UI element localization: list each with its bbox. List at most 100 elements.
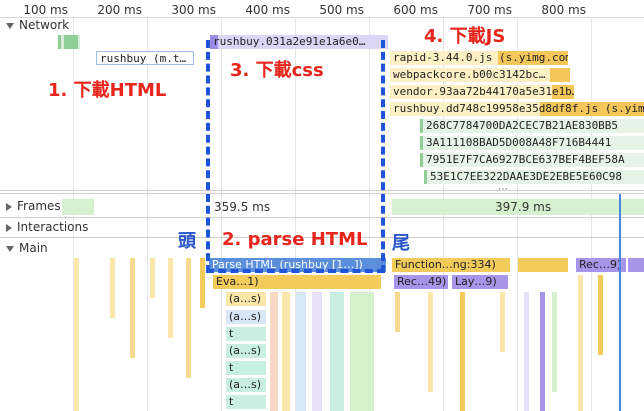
section-divider[interactable] — [0, 190, 644, 191]
task-label: Lay…9) — [455, 275, 497, 288]
network-request-js[interactable]: rushbuy.dd748c19958e35d8df8f.js (s.yimg — [390, 102, 644, 116]
task-label: t — [229, 395, 234, 408]
layout-task[interactable]: Lay…9) — [452, 275, 508, 289]
task-sliver[interactable] — [628, 258, 644, 272]
network-request-image[interactable]: 3A111108BAD5D008A48F716B4441 — [420, 136, 644, 150]
request-label: 7951E7F7CA6927BCE637BEF4BEF58A — [426, 153, 625, 166]
parse-html-task[interactable]: Parse HTML (rushbuy [1…]) — [209, 258, 386, 272]
ruler-tick: 400 ms — [245, 3, 290, 17]
eval-script-task[interactable]: Eva…1) — [213, 275, 381, 289]
task-sliver[interactable] — [518, 258, 568, 272]
ruler-tick: 300 ms — [171, 3, 216, 17]
download-segment — [498, 51, 568, 65]
task-sliver[interactable] — [330, 292, 344, 411]
section-divider — [0, 217, 644, 218]
annotation-step2: 2. parse HTML — [222, 229, 368, 250]
annotation-step3: 3. 下載css — [230, 60, 324, 81]
sub-task[interactable]: (a…s) — [226, 292, 266, 306]
network-section-header[interactable]: Network — [0, 17, 69, 33]
task-label: Parse HTML (rushbuy [1…]) — [212, 258, 363, 271]
gridline — [147, 0, 148, 411]
request-label: rushbuy.031a2e91e1a6e0… — [213, 35, 366, 48]
ruler-tick: 200 ms — [97, 3, 142, 17]
task-sliver[interactable] — [500, 292, 505, 352]
download-segment — [540, 102, 644, 116]
sub-task[interactable]: (a…s) — [226, 344, 266, 358]
annotation-step4: 4. 下載JS — [424, 26, 506, 47]
request-label: rushbuy.dd748c19958e35d8df8f.js (s.yimg — [393, 102, 644, 115]
task-sliver[interactable] — [282, 292, 290, 411]
sub-task[interactable]: (a…s) — [226, 378, 266, 392]
frames-section-header[interactable]: Frames — [0, 198, 61, 214]
frame-block[interactable] — [392, 199, 644, 215]
task-sliver[interactable] — [598, 275, 603, 355]
time-ruler[interactable]: 100 ms 200 ms 300 ms 400 ms 500 ms 600 m… — [0, 0, 644, 18]
task-sliver[interactable] — [428, 292, 433, 392]
task-sliver[interactable] — [186, 258, 191, 378]
sub-task[interactable]: t — [226, 395, 266, 409]
recalc-style-task[interactable]: Rec…9) — [576, 258, 626, 272]
task-sliver[interactable] — [168, 258, 173, 338]
task-sliver[interactable] — [150, 258, 155, 298]
task-sliver[interactable] — [395, 292, 400, 332]
task-label: t — [229, 361, 234, 374]
network-request-js[interactable]: rapid-3.44.0.js (s.yimg.com) — [390, 51, 568, 65]
network-request-js[interactable]: webpackcore.b00c3142bc… — [390, 68, 570, 82]
request-label: 3A111108BAD5D008A48F716B4441 — [426, 136, 612, 149]
ruler-tick: 800 ms — [541, 3, 586, 17]
main-label: Main — [19, 241, 48, 255]
task-label: t — [229, 327, 234, 340]
task-sliver[interactable] — [578, 275, 583, 411]
more-rows-indicator: ⋯ — [498, 184, 508, 195]
expand-triangle-icon[interactable] — [6, 245, 14, 252]
task-sliver[interactable] — [110, 258, 115, 318]
network-request-css[interactable]: rushbuy.031a2e91e1a6e0… — [210, 35, 388, 49]
task-sliver[interactable] — [74, 258, 79, 411]
task-sliver[interactable] — [350, 292, 374, 411]
expand-triangle-icon[interactable] — [6, 223, 12, 232]
task-sliver[interactable] — [130, 258, 135, 358]
sub-task[interactable]: t — [226, 361, 266, 375]
network-request-html[interactable]: rushbuy (m.t… — [96, 51, 194, 65]
network-request-image[interactable]: 7951E7F7CA6927BCE637BEF4BEF58A — [420, 153, 644, 167]
network-request-js[interactable]: vendor.93aa72b44170a5e31e1b… — [390, 85, 574, 99]
task-label: (a…s) — [229, 310, 262, 323]
task-label: Function…ng:334) — [395, 258, 496, 271]
frame-block[interactable] — [62, 199, 94, 215]
gridline — [295, 0, 296, 411]
annotation-tail: 尾 — [392, 233, 410, 254]
main-section-header[interactable]: Main — [0, 240, 48, 256]
network-mini-bar[interactable] — [64, 35, 78, 49]
function-call-task[interactable]: Function…ng:334) — [392, 258, 510, 272]
sub-task[interactable]: (a…s) — [226, 310, 266, 324]
gridline — [369, 0, 370, 411]
task-sliver[interactable] — [552, 292, 557, 392]
ruler-tick: 700 ms — [467, 3, 512, 17]
network-request-image[interactable]: 53E1C7EE322DAAE3DE2EBE5E60C98 — [424, 170, 644, 184]
interactions-label: Interactions — [17, 220, 89, 234]
task-sliver[interactable] — [200, 258, 205, 308]
frame-duration: 397.9 ms — [495, 200, 552, 214]
task-sliver[interactable] — [312, 292, 322, 411]
expand-triangle-icon[interactable] — [6, 202, 12, 211]
task-label: (a…s) — [229, 344, 262, 357]
expand-triangle-icon[interactable] — [6, 22, 14, 29]
task-sliver[interactable] — [296, 292, 306, 411]
task-sliver[interactable] — [540, 292, 545, 411]
task-sliver[interactable] — [460, 292, 465, 411]
task-sliver[interactable] — [524, 292, 529, 411]
recalc-style-task[interactable]: Rec…49) — [394, 275, 448, 289]
annotation-head: 頭 — [178, 231, 196, 252]
download-segment — [550, 68, 570, 82]
sub-task[interactable]: t — [226, 327, 266, 341]
timeline-marker — [619, 194, 621, 411]
ruler-tick: 100 ms — [23, 3, 68, 17]
network-request-image[interactable]: 268C7784700DA2CEC7B21AE830BB5 — [420, 119, 644, 133]
interactions-section-header[interactable]: Interactions — [0, 219, 88, 235]
task-sliver[interactable] — [270, 292, 278, 411]
task-label: (a…s) — [229, 378, 262, 391]
network-label: Network — [19, 18, 70, 32]
task-label: Rec…49) — [397, 275, 447, 288]
ruler-tick: 600 ms — [393, 3, 438, 17]
section-divider — [0, 193, 644, 194]
